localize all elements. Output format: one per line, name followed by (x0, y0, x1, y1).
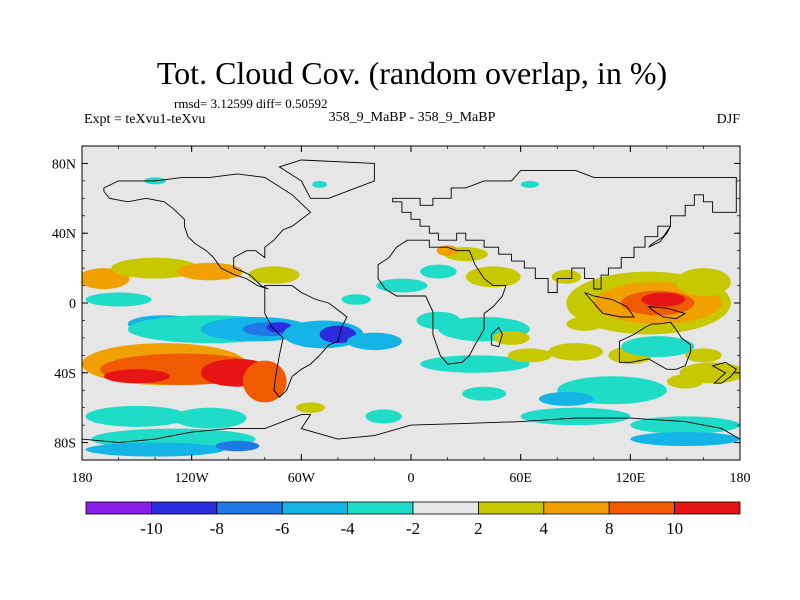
x-tick-label-1: 120W (175, 471, 210, 486)
colorbar: -10 -8 -6 -4 -2 2 4 8 10 (85, 501, 741, 538)
contour-region-31 (548, 343, 603, 361)
contour-region-52 (462, 386, 507, 401)
contour-fill-layer (82, 177, 740, 457)
contour-region-24 (376, 278, 428, 293)
x-tick-label-6: 180 (730, 471, 751, 486)
colorbar-swatch-4 (347, 501, 414, 515)
contour-region-45 (420, 264, 457, 279)
case-label: 358_9_MaBP - 358_9_MaBP (329, 110, 496, 125)
colorbar-swatch-0 (85, 501, 152, 515)
stats-text: rmsd= 3.12599 diff= 0.50592 (174, 96, 327, 111)
x-tick-label-0: 180 (72, 471, 93, 486)
contour-region-25 (341, 294, 371, 305)
colorbar-label-6: 4 (540, 519, 549, 538)
continent-outline-3 (103, 173, 312, 290)
colorbar-swatch-1 (150, 501, 218, 515)
contour-region-28 (420, 355, 530, 373)
contour-region-11 (319, 325, 357, 344)
continent-outline-5 (618, 321, 692, 370)
contour-region-36 (436, 245, 459, 256)
colorbar-swatch-2 (216, 501, 283, 515)
x-tick-label-2: 60W (288, 471, 316, 486)
contour-region-46 (621, 336, 695, 358)
contour-region-41 (676, 268, 731, 297)
colorbar-label-1: -8 (210, 519, 224, 538)
contour-region-49 (630, 416, 740, 434)
continent-outline-0 (392, 169, 737, 293)
contour-region-16 (103, 369, 170, 384)
colorbar-swatch-8 (608, 501, 676, 515)
contour-region-18 (85, 405, 189, 427)
colorbar-swatch-5 (412, 501, 479, 515)
contour-region-22 (215, 440, 260, 452)
colorbar-label-2: -6 (275, 519, 289, 538)
y-tick-label-3: 40S (54, 367, 76, 382)
continent-outline-10 (490, 326, 503, 348)
continent-outline-8 (584, 292, 635, 318)
expt-label: Expt = teXvu1-teXvu (84, 112, 205, 127)
colorbar-label-0: -10 (140, 519, 163, 538)
y-tick-label-0: 80N (52, 157, 76, 172)
y-tick-label-2: 0 (69, 297, 76, 312)
contour-region-55 (520, 180, 539, 188)
continent-outline-2 (264, 285, 348, 398)
continent-outline-11 (648, 225, 671, 248)
x-tick-label-5: 120E (616, 471, 646, 486)
contour-region-51 (538, 391, 594, 406)
contour-region-56 (295, 402, 326, 413)
continent-outline-1 (377, 239, 507, 365)
colorbar-label-5: 2 (474, 519, 483, 538)
contour-region-44 (685, 348, 722, 363)
contour-region-57 (666, 374, 704, 389)
contour-region-48 (520, 407, 631, 426)
y-tick-label-4: 80S (54, 437, 76, 452)
y-tick-label-1: 40N (52, 227, 76, 242)
x-tick-label-4: 60E (509, 471, 532, 486)
continent-outline-9 (647, 305, 687, 320)
contour-region-23 (365, 409, 402, 424)
contour-region-12 (347, 332, 402, 351)
chart-title: Tot. Cloud Cov. (random overlap, in %) (157, 55, 667, 91)
contour-region-21 (85, 442, 225, 457)
axes: 180 120W 60W 0 60E 120E 180 80N 40N 0 40S 80S (52, 145, 751, 486)
colorbar-label-4: -2 (406, 519, 420, 538)
colorbar-label-7: 8 (605, 519, 614, 538)
x-tick-label-3: 0 (408, 471, 415, 486)
contour-region-29 (493, 330, 530, 345)
continent-outline-6 (82, 414, 740, 460)
season-label: DJF (717, 112, 741, 127)
continent-outline-4 (278, 159, 375, 199)
contour-region-3 (248, 266, 300, 284)
colorbar-swatch-6 (477, 501, 545, 515)
colorbar-label-8: 10 (666, 519, 683, 538)
contour-region-54 (312, 180, 327, 188)
contour-region-30 (507, 348, 552, 363)
colorbar-swatch-7 (543, 501, 610, 515)
contour-region-34 (551, 269, 581, 284)
contour-region-4 (85, 292, 152, 307)
colorbar-swatch-9 (674, 501, 741, 515)
colorbar-swatch-3 (281, 501, 349, 515)
colorbar-label-3: -4 (341, 519, 356, 538)
contour-region-40 (641, 292, 686, 307)
contour-region-27 (416, 311, 461, 330)
contour-region-19 (173, 407, 247, 429)
contour-region-1 (111, 257, 199, 279)
plot-area (81, 145, 741, 461)
contour-region-50 (630, 432, 740, 447)
continent-outline-7 (711, 361, 737, 384)
contour-region-33 (465, 266, 521, 288)
continent-outline-layer (82, 159, 740, 460)
contour-region-2 (177, 262, 243, 281)
